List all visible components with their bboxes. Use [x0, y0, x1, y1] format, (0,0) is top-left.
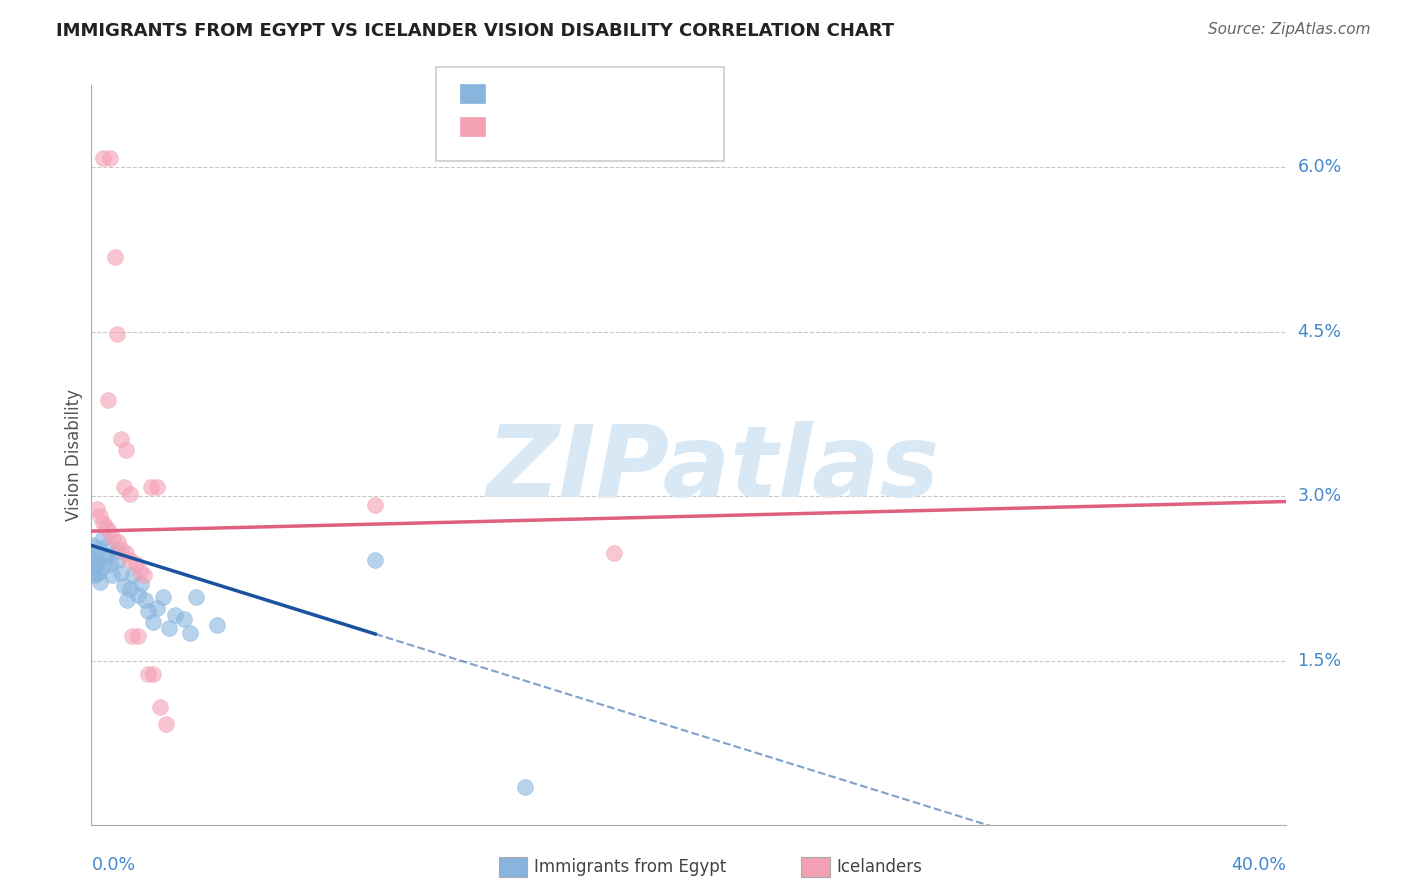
Point	[115, 593, 138, 607]
Point	[82, 538, 104, 552]
Point	[152, 590, 174, 604]
Point	[83, 560, 105, 574]
Point	[93, 531, 115, 545]
Point	[84, 546, 107, 560]
Point	[104, 250, 127, 264]
Point	[89, 508, 111, 523]
Point	[80, 552, 103, 566]
Point	[97, 538, 120, 552]
Text: 4.5%: 4.5%	[1298, 323, 1341, 341]
Point	[124, 557, 146, 571]
Point	[82, 552, 104, 566]
Text: R = -0.292    N = 35: R = -0.292 N = 35	[499, 86, 668, 103]
Point	[128, 564, 150, 578]
Point	[94, 520, 117, 534]
Point	[98, 151, 121, 165]
Text: 3.0%: 3.0%	[1298, 487, 1341, 505]
Point	[101, 531, 124, 545]
Point	[134, 593, 156, 607]
Point	[184, 590, 207, 604]
Point	[122, 568, 145, 582]
Point	[91, 151, 114, 165]
Point	[136, 666, 159, 681]
Text: Icelanders: Icelanders	[837, 858, 922, 876]
Point	[142, 615, 165, 630]
Point	[121, 630, 143, 644]
Text: Source: ZipAtlas.com: Source: ZipAtlas.com	[1208, 22, 1371, 37]
Point	[364, 498, 387, 512]
Point	[89, 574, 111, 589]
Text: 0.0%: 0.0%	[91, 855, 135, 873]
Point	[127, 588, 149, 602]
Point	[112, 480, 135, 494]
Point	[86, 502, 108, 516]
Point	[141, 480, 162, 494]
Point	[146, 601, 169, 615]
Point	[98, 557, 121, 571]
Point	[114, 546, 136, 560]
Point	[110, 432, 132, 446]
Point	[97, 392, 120, 407]
Point	[107, 552, 129, 566]
Point	[132, 568, 155, 582]
Point	[205, 618, 228, 632]
Point	[173, 612, 195, 626]
Point	[110, 566, 132, 580]
Point	[149, 699, 172, 714]
Point	[142, 666, 165, 681]
Point	[157, 621, 180, 635]
Point	[127, 630, 149, 644]
Y-axis label: Vision Disability: Vision Disability	[65, 389, 83, 521]
Point	[105, 326, 128, 341]
Point	[84, 568, 107, 582]
Point	[105, 544, 128, 558]
Point	[120, 582, 142, 597]
Point	[118, 487, 141, 501]
Point	[120, 552, 142, 566]
Point	[112, 579, 135, 593]
Text: ZIPatlas: ZIPatlas	[486, 421, 939, 518]
Point	[129, 576, 152, 591]
Point	[163, 607, 186, 622]
Point	[146, 480, 169, 494]
Point	[114, 442, 136, 457]
Point	[179, 626, 201, 640]
Text: 1.5%: 1.5%	[1298, 651, 1341, 670]
Point	[136, 604, 159, 618]
Text: Immigrants from Egypt: Immigrants from Egypt	[534, 858, 727, 876]
Text: R =  0.042    N = 32: R = 0.042 N = 32	[499, 119, 666, 136]
Point	[101, 568, 124, 582]
Point	[98, 524, 121, 538]
Point	[91, 516, 114, 531]
Point	[364, 552, 387, 566]
Point	[513, 780, 536, 794]
Point	[155, 717, 177, 731]
Point	[110, 541, 132, 556]
Point	[94, 549, 117, 564]
Point	[87, 566, 110, 580]
Point	[86, 557, 108, 571]
Text: IMMIGRANTS FROM EGYPT VS ICELANDER VISION DISABILITY CORRELATION CHART: IMMIGRANTS FROM EGYPT VS ICELANDER VISIO…	[56, 22, 894, 40]
Point	[603, 546, 626, 560]
Point	[107, 535, 129, 549]
Text: 40.0%: 40.0%	[1232, 855, 1286, 873]
Text: 6.0%: 6.0%	[1298, 158, 1341, 176]
